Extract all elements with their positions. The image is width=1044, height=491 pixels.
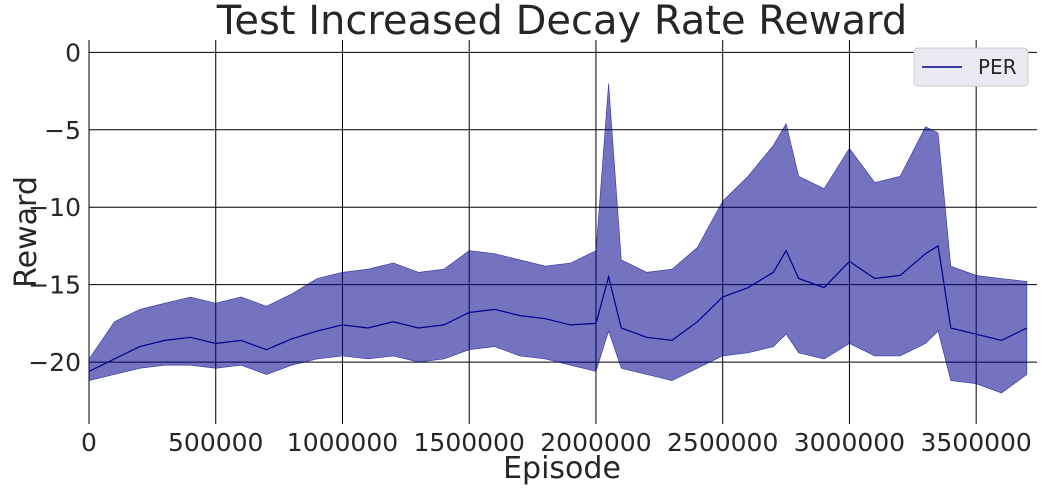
x-axis-label: Episode — [503, 451, 621, 486]
x-tick-label: 3500000 — [920, 428, 1031, 457]
y-tick-label: −15 — [28, 271, 81, 300]
chart-title: Test Increased Decay Rate Reward — [216, 0, 908, 44]
band-per — [88, 83, 1028, 394]
y-tick-label: −20 — [28, 348, 81, 377]
y-tick-label: −5 — [44, 116, 81, 145]
x-tick-label: 0 — [81, 428, 97, 457]
y-axis-label: Reward — [9, 176, 44, 288]
line-per — [88, 244, 1028, 372]
x-tick-label: 1000000 — [287, 428, 398, 457]
x-tick-label: 2500000 — [667, 428, 778, 457]
legend-box — [913, 47, 1029, 87]
x-tick-label: 3000000 — [794, 428, 905, 457]
tick-labels: 0 500000 1000000 1500000 2000000 2500000 30000… — [28, 38, 1032, 457]
x-tick-label: 1500000 — [414, 428, 525, 457]
series-line — [88, 244, 1028, 372]
series-band — [88, 83, 1028, 394]
y-tick-label: −10 — [28, 193, 81, 222]
legend-label-per: PER — [978, 55, 1017, 79]
x-tick-label: 500000 — [168, 428, 263, 457]
legend: PER — [913, 47, 1029, 87]
x-tick-label: 2000000 — [540, 428, 651, 457]
y-tick-label: 0 — [65, 38, 81, 67]
